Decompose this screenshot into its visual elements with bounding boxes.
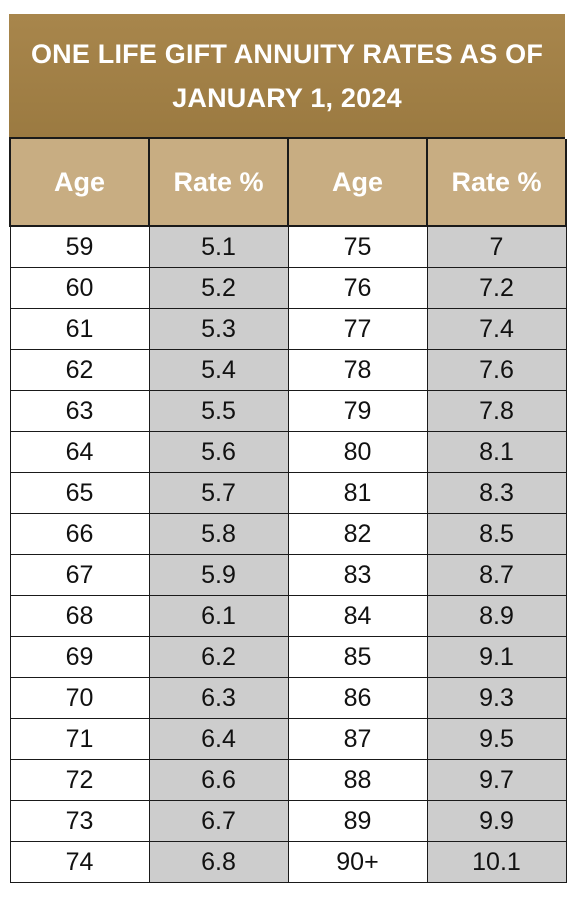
rate-cell-left: 5.8 [148, 513, 289, 555]
table-row: 65 5.7 81 8.3 [9, 472, 567, 514]
rate-cell-left: 6.7 [148, 800, 289, 842]
age-cell-left: 59 [9, 225, 150, 268]
age-cell-left: 67 [9, 554, 150, 596]
annuity-rate-sheet: ONE LIFE GIFT ANNUITY RATES AS OF JANUAR… [9, 14, 567, 908]
title-banner: ONE LIFE GIFT ANNUITY RATES AS OF JANUAR… [9, 14, 565, 139]
table-row: 73 6.7 89 9.9 [9, 800, 567, 842]
column-header-rate-right: Rate % [426, 139, 567, 227]
age-cell-left: 61 [9, 308, 150, 350]
rate-cell-right: 7.6 [426, 349, 567, 391]
rate-cell-right: 7.8 [426, 390, 567, 432]
rate-cell-left: 5.1 [148, 225, 289, 268]
rate-cell-right: 7 [426, 225, 567, 268]
table-row: 62 5.4 78 7.6 [9, 349, 567, 391]
age-cell-left: 64 [9, 431, 150, 473]
age-cell-right: 76 [287, 267, 428, 309]
age-cell-right: 83 [287, 554, 428, 596]
rate-cell-left: 5.2 [148, 267, 289, 309]
age-cell-right: 85 [287, 636, 428, 678]
age-cell-left: 69 [9, 636, 150, 678]
age-cell-right: 86 [287, 677, 428, 719]
rates-table: Age Rate % Age Rate % 59 5.1 75 7 60 5.2 76 7.2… [9, 139, 567, 883]
age-cell-right: 87 [287, 718, 428, 760]
rate-cell-right: 9.5 [426, 718, 567, 760]
rates-body: 59 5.1 75 7 60 5.2 76 7.2 61 5.3 77 7.4 62 5.4 78 7.6 63… [9, 225, 567, 883]
age-cell-right: 78 [287, 349, 428, 391]
rate-cell-left: 5.6 [148, 431, 289, 473]
age-cell-left: 74 [9, 841, 150, 883]
rate-cell-right: 8.3 [426, 472, 567, 514]
rate-cell-right: 9.7 [426, 759, 567, 801]
rate-cell-left: 5.3 [148, 308, 289, 350]
table-row: 59 5.1 75 7 [9, 225, 567, 268]
rate-cell-right: 9.9 [426, 800, 567, 842]
column-header-age-left: Age [9, 139, 150, 227]
age-cell-left: 70 [9, 677, 150, 719]
age-cell-left: 62 [9, 349, 150, 391]
rate-cell-left: 6.6 [148, 759, 289, 801]
age-cell-right: 90+ [287, 841, 428, 883]
column-header-rate-left: Rate % [148, 139, 289, 227]
rate-cell-left: 6.8 [148, 841, 289, 883]
table-row: 74 6.8 90+ 10.1 [9, 841, 567, 883]
rate-cell-left: 5.7 [148, 472, 289, 514]
age-cell-left: 68 [9, 595, 150, 637]
column-header-age-right: Age [287, 139, 428, 227]
rate-cell-left: 5.9 [148, 554, 289, 596]
age-cell-right: 82 [287, 513, 428, 555]
rate-cell-right: 10.1 [426, 841, 567, 883]
age-cell-right: 80 [287, 431, 428, 473]
table-row: 67 5.9 83 8.7 [9, 554, 567, 596]
table-row: 64 5.6 80 8.1 [9, 431, 567, 473]
rate-cell-right: 8.7 [426, 554, 567, 596]
rate-cell-right: 8.1 [426, 431, 567, 473]
age-cell-right: 79 [287, 390, 428, 432]
table-row: 69 6.2 85 9.1 [9, 636, 567, 678]
age-cell-left: 66 [9, 513, 150, 555]
table-row: 63 5.5 79 7.8 [9, 390, 567, 432]
age-cell-right: 75 [287, 225, 428, 268]
age-cell-left: 72 [9, 759, 150, 801]
table-row: 68 6.1 84 8.9 [9, 595, 567, 637]
rate-cell-right: 7.4 [426, 308, 567, 350]
table-row: 71 6.4 87 9.5 [9, 718, 567, 760]
rate-cell-left: 5.5 [148, 390, 289, 432]
rate-cell-left: 5.4 [148, 349, 289, 391]
table-row: 72 6.6 88 9.7 [9, 759, 567, 801]
age-cell-left: 71 [9, 718, 150, 760]
age-cell-left: 63 [9, 390, 150, 432]
rate-cell-left: 6.4 [148, 718, 289, 760]
table-row: 60 5.2 76 7.2 [9, 267, 567, 309]
rate-cell-right: 8.9 [426, 595, 567, 637]
rate-cell-right: 8.5 [426, 513, 567, 555]
rate-cell-left: 6.1 [148, 595, 289, 637]
age-cell-right: 84 [287, 595, 428, 637]
table-row: 66 5.8 82 8.5 [9, 513, 567, 555]
age-cell-left: 65 [9, 472, 150, 514]
rate-cell-left: 6.3 [148, 677, 289, 719]
header-row: Age Rate % Age Rate % [9, 139, 567, 227]
rate-cell-right: 7.2 [426, 267, 567, 309]
rate-cell-right: 9.1 [426, 636, 567, 678]
age-cell-left: 60 [9, 267, 150, 309]
rate-cell-right: 9.3 [426, 677, 567, 719]
age-cell-left: 73 [9, 800, 150, 842]
rate-cell-left: 6.2 [148, 636, 289, 678]
page-title: ONE LIFE GIFT ANNUITY RATES AS OF JANUAR… [30, 38, 544, 113]
age-cell-right: 81 [287, 472, 428, 514]
age-cell-right: 88 [287, 759, 428, 801]
age-cell-right: 77 [287, 308, 428, 350]
table-row: 70 6.3 86 9.3 [9, 677, 567, 719]
table-row: 61 5.3 77 7.4 [9, 308, 567, 350]
age-cell-right: 89 [287, 800, 428, 842]
